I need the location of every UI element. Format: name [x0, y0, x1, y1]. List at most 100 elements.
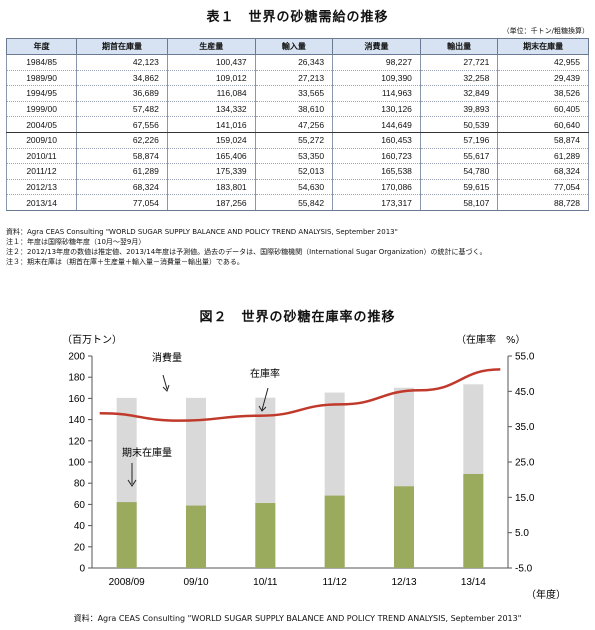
column-header: 輸出量	[419, 38, 499, 55]
value-cell: 39,893	[419, 101, 499, 118]
table-title: 表１ 世界の砂糖需給の推移	[206, 10, 389, 25]
year-cell: 2013/14	[5, 194, 78, 211]
ending-stock-arrowhead-icon	[127, 479, 137, 487]
value-cell: 53,350	[254, 148, 334, 165]
value-cell: 54,630	[254, 179, 334, 196]
left-tick-label: 180	[68, 373, 85, 384]
value-cell: 33,565	[254, 85, 334, 102]
table-row: 2009/10 62,226 159,024 55,272 160,453 57,196 5…	[5, 132, 589, 149]
table-header-row: 年度 期首在庫量 生産量 輸入量 消費量 輸出量 期末在庫量	[5, 38, 589, 55]
ratio-annotation: 在庫率	[250, 367, 280, 380]
value-cell: 68,324	[497, 163, 589, 180]
x-tick-label: 12/13	[391, 577, 416, 588]
ending-stock-bar	[255, 503, 276, 568]
right-axis-title: （在庫率 %）	[456, 333, 526, 346]
year-cell: 1984/85	[5, 54, 78, 71]
value-cell: 27,721	[419, 54, 499, 71]
value-cell: 61,289	[497, 148, 589, 165]
value-cell: 60,640	[497, 116, 589, 133]
left-tick-label: 80	[74, 479, 86, 490]
right-tick-label: -5.0	[515, 564, 533, 575]
value-cell: 27,213	[254, 70, 334, 87]
value-cell: 59,615	[419, 179, 499, 196]
right-tick-label: 25.0	[515, 458, 535, 469]
table-row: 1999/00 57,482 134,332 38,610 130,126 39,893 6…	[5, 101, 589, 118]
ratio-arrowhead-icon	[258, 405, 267, 412]
table-row: 1989/90 34,862 109,012 27,213 109,390 32,258 2…	[5, 70, 589, 87]
left-tick-label: 40	[74, 521, 86, 532]
right-tick-label: 35.0	[515, 422, 535, 433]
year-cell: 1999/00	[5, 101, 78, 118]
sugar-supply-table: 年度 期首在庫量 生産量 輸入量 消費量 輸出量 期末在庫量 1984/85 42,123 10…	[5, 38, 589, 211]
x-tick-label: 13/14	[461, 577, 486, 588]
stock-ratio-line	[99, 368, 501, 422]
value-cell: 60,405	[497, 101, 589, 118]
value-cell: 32,849	[419, 85, 499, 102]
x-axis-title: （年度）	[526, 588, 566, 601]
x-tick-label: 11/12	[323, 577, 348, 588]
value-cell: 52,013	[254, 163, 334, 180]
ending-stock-annotation: 期末在庫量	[122, 446, 172, 459]
value-cell: 55,842	[254, 194, 334, 211]
value-cell: 38,610	[254, 101, 334, 118]
ending-stock-bar	[394, 486, 414, 568]
column-header: 年度	[5, 38, 78, 55]
note-1: 注１：年度は国際砂糖年度（10月～翌9月）	[6, 238, 146, 246]
year-cell: 1994/95	[5, 85, 78, 102]
column-header: 輸入量	[254, 38, 334, 55]
value-cell: 32,258	[419, 70, 499, 87]
table-row: 2013/14 77,054 187,256 55,842 173,317 58,107 8…	[5, 194, 589, 211]
ending-stock-bar	[116, 502, 137, 568]
chart-title: 図２ 世界の砂糖在庫率の推移	[199, 310, 396, 325]
year-cell: 2012/13	[5, 179, 78, 196]
right-tick-label: 15.0	[515, 493, 535, 504]
left-tick-label: 200	[68, 352, 85, 363]
note-2: 注２：2012/13年度の数値は推定値、2013/14年度は予測値。過去のデータ…	[6, 248, 487, 256]
table-row: 2012/13 68,324 183,801 54,630 170,086 59,615 7…	[5, 179, 589, 196]
ending-stock-bar	[463, 473, 484, 568]
table-row: 2010/11 58,874 165,406 53,350 160,723 55,617 6…	[5, 148, 589, 165]
left-tick-label: 0	[79, 564, 85, 575]
table-row: 2004/05 67,556 141,016 47,256 144,649 50,539 6…	[5, 116, 589, 133]
source-note: 資料：Agra CEAS Consulting "WORLD SUGAR SUP…	[6, 228, 398, 236]
value-cell: 29,439	[497, 70, 589, 87]
value-cell: 26,343	[254, 54, 334, 71]
ending-stock-bar	[324, 495, 345, 568]
note-3: 注３：期末在庫は（期首在庫＋生産量＋輸入量－消費量－輸出量）である。	[6, 258, 244, 266]
value-cell: 42,955	[497, 54, 589, 71]
value-cell: 47,256	[254, 116, 334, 133]
consumption-arrow-icon	[162, 374, 168, 390]
right-tick-label: 5.0	[515, 528, 529, 539]
value-cell: 54,780	[419, 163, 499, 180]
year-cell: 2009/10	[5, 132, 78, 149]
x-tick-label: 09/10	[183, 577, 208, 588]
column-header: 期末在庫量	[497, 38, 589, 55]
table-row: 1994/95 36,689 116,084 33,565 114,963 32,849 3…	[5, 85, 589, 102]
left-axis-title: （百万トン）	[62, 334, 122, 346]
value-cell: 88,728	[497, 194, 589, 211]
x-tick-label: 2008/09	[109, 577, 146, 588]
value-cell: 38,526	[497, 85, 589, 102]
left-tick-label: 160	[68, 394, 85, 405]
year-cell: 1989/90	[5, 70, 78, 87]
value-cell: 77,054	[497, 179, 589, 196]
value-cell: 55,617	[419, 148, 499, 165]
right-tick-label: 55.0	[515, 352, 535, 363]
value-cell: 58,107	[419, 194, 499, 211]
table-row: 1984/85 42,123 100,437 26,343 98,227 27,721 42…	[5, 54, 589, 71]
value-cell: 55,272	[254, 132, 334, 149]
left-tick-label: 100	[68, 458, 85, 469]
consumption-arrowhead-icon	[162, 384, 170, 392]
table-row: 2011/12 61,289 175,339 52,013 165,538 54,780 6…	[5, 163, 589, 180]
column-header: 期首在庫量	[76, 38, 168, 55]
left-tick-label: 60	[74, 500, 86, 511]
year-cell: 2010/11	[5, 148, 78, 165]
year-cell: 2011/12	[5, 163, 78, 180]
value-cell: 58,874	[497, 132, 589, 149]
consumption-annotation: 消費量	[152, 351, 182, 364]
table-unit-label: （単位：千トン/粗糖換算）	[502, 27, 589, 35]
right-tick-label: 45.0	[515, 387, 535, 398]
chart-source-note: 資料：Agra CEAS Consulting "WORLD SUGAR SUP…	[73, 614, 522, 623]
value-cell: 50,539	[419, 116, 499, 133]
